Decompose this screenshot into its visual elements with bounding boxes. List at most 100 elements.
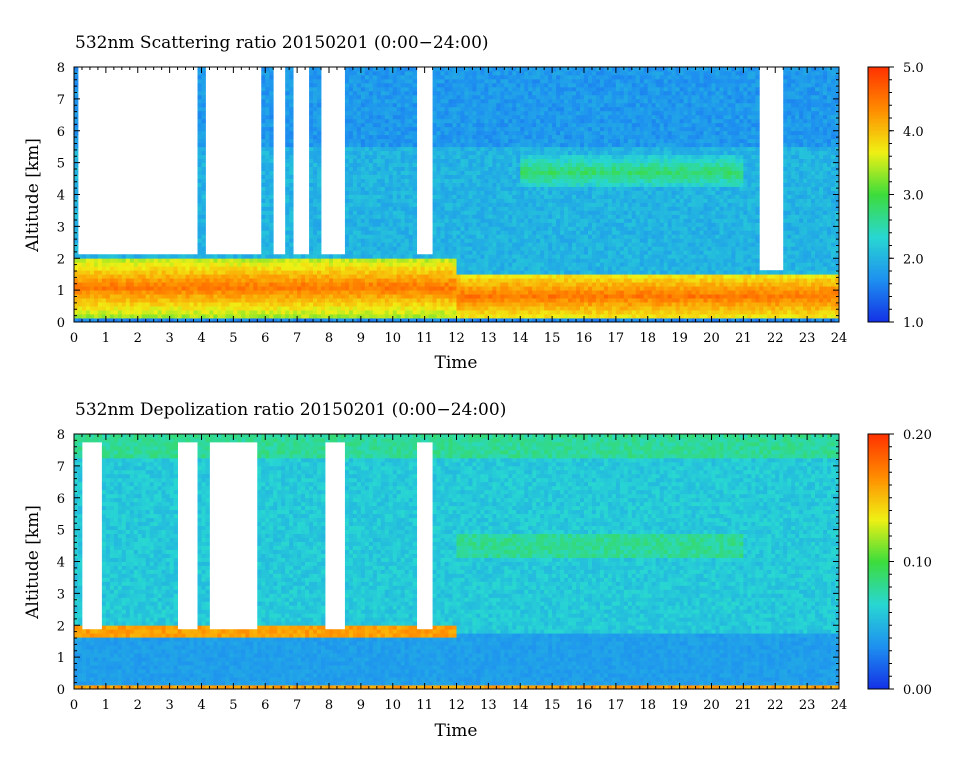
scattering-heatmap-cell [496,274,501,279]
scattering-heatmap-cell [456,254,461,259]
scattering-heatmap-cell [424,282,430,287]
scattering-heatmap-cell [372,138,378,144]
scattering-heatmap-cell [556,110,561,116]
scattering-heatmap-cell [85,258,91,263]
scattering-heatmap-cell [301,274,306,279]
scattering-heatmap-cell [137,266,143,271]
scattering-heatmap-cell [484,294,489,299]
scattering-heatmap-cell [484,306,489,311]
scattering-heatmap-cell [153,282,159,287]
scattering-heatmap-cell [352,126,358,132]
scattering-heatmap-cell [408,182,414,187]
scattering-heatmap-cell [392,194,398,199]
scattering-heatmap-cell [372,74,378,80]
scattering-heatmap-cell [552,166,557,171]
scattering-heatmap-cell [269,170,274,175]
scattering-heatmap-cell [285,278,290,283]
scattering-heatmap-cell [500,286,505,291]
scattering-heatmap-cell [201,86,206,92]
scattering-heatmap-cell [301,290,306,295]
scattering-heatmap-cell [201,286,206,291]
scattering-heatmap-cell [408,222,414,227]
scattering-heatmap-cell [504,246,509,251]
scattering-heatmap-cell [452,306,457,311]
scattering-heatmap-cell [269,67,274,72]
scattering-heatmap-cell [500,154,505,160]
scattering-heatmap-cell [376,74,382,80]
scattering-heatmap-cell [544,298,549,303]
scattering-heatmap-cell [317,142,322,148]
scattering-heatmap-cell [261,254,266,259]
scattering-heatmap-cell [121,254,127,259]
scattering-heatmap-cell [408,122,414,128]
scattering-heatmap-cell [89,302,95,307]
scattering-heatmap-cell [269,310,274,315]
scattering-heatmap-cell [504,118,509,124]
scattering-heatmap-cell [508,282,513,287]
scattering-heatmap-cell [492,302,497,307]
scattering-heatmap-cell [432,82,437,88]
scattering-heatmap-cell [492,78,497,84]
scattering-heatmap-cell [265,74,270,80]
scattering-heatmap-cell [360,178,366,183]
scattering-heatmap-cell [556,67,561,72]
scattering-heatmap-cell [480,94,485,100]
scattering-heatmap-cell [169,286,175,291]
scattering-heatmap-cell [524,222,529,227]
scattering-heatmap-cell [285,174,290,179]
scattering-heatmap-cell [269,254,274,259]
scattering-heatmap-cell [524,158,529,164]
scattering-heatmap-cell [520,234,525,239]
scattering-heatmap-cell [221,274,226,279]
scattering-heatmap-cell [217,270,222,275]
scattering-heatmap-cell [193,274,198,279]
scattering-heatmap-cell [472,194,477,199]
scattering-heatmap-cell [205,310,210,315]
scattering-heatmap-cell [532,290,537,295]
scattering-heatmap-cell [444,286,449,291]
scattering-heatmap-cell [245,306,250,311]
scattering-heatmap-cell [384,134,390,140]
scattering-heatmap-cell [97,290,103,295]
scattering-heatmap-cell [464,166,469,171]
scattering-heatmap-cell [440,206,445,211]
scattering-heatmap-cell [412,90,418,96]
scattering-heatmap-cell [456,67,461,72]
scattering-heatmap-cell [376,286,382,291]
scattering-heatmap-cell [289,286,294,291]
scattering-heatmap-cell [460,162,465,168]
scattering-heatmap-cell [532,162,537,168]
scattering-heatmap-cell [348,194,354,199]
scattering-heatmap-cell [325,286,330,291]
scattering-heatmap-cell [317,106,322,112]
scattering-heatmap-cell [464,86,469,92]
scattering-heatmap-cell [141,294,147,299]
scattering-heatmap-cell [412,178,418,183]
scattering-heatmap-cell [85,286,91,291]
scattering-heatmap-cell [500,254,505,259]
scattering-heatmap-cell [344,98,350,104]
scattering-heatmap-cell [544,234,549,239]
scattering-heatmap-cell [281,270,286,275]
scattering-heatmap-cell [460,206,465,211]
scattering-heatmap-cell [74,242,79,247]
scattering-heatmap-cell [496,198,501,203]
scattering-heatmap-cell [540,122,545,128]
scattering-heatmap-cell [508,110,513,116]
scattering-heatmap-cell [508,118,513,124]
scattering-heatmap-cell [241,262,246,267]
scattering-heatmap-cell [464,110,469,116]
scattering-heatmap-cell [464,74,469,80]
scattering-heatmap-cell [285,314,290,319]
scattering-heatmap-cell [372,98,378,104]
scattering-heatmap-cell [508,226,513,231]
scattering-heatmap-cell [384,82,390,88]
scattering-heatmap-cell [309,90,314,96]
scattering-heatmap-cell [261,106,266,112]
scattering-heatmap-cell [448,214,453,219]
scattering-heatmap-cell [344,294,350,299]
scattering-heatmap-cell [74,282,79,287]
scattering-heatmap-cell [356,222,362,227]
scattering-heatmap-cell [516,106,521,112]
scattering-heatmap-cell [508,70,513,76]
